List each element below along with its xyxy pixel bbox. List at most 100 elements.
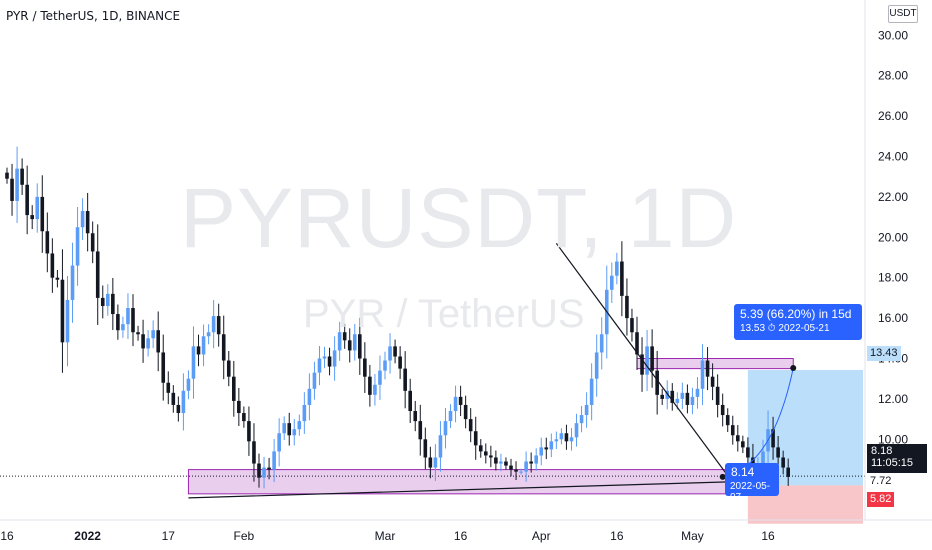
candles (5, 146, 790, 489)
candle-body (378, 370, 382, 385)
candle-body (146, 338, 150, 349)
candle-body (509, 465, 513, 470)
price-tick-label: 22.00 (878, 190, 908, 204)
currency-button[interactable]: USDT (888, 5, 918, 23)
price-tick-label: 28.00 (878, 69, 908, 83)
candle-body (630, 318, 634, 333)
candle-body (201, 336, 206, 355)
candle-body (650, 346, 654, 371)
price-tick-label: 20.00 (878, 230, 908, 244)
candle-body (136, 332, 140, 335)
candle-body (186, 378, 191, 391)
watermark-description: PYR / TetherUS (303, 292, 585, 336)
candle-body (544, 447, 549, 450)
candle-body (171, 392, 176, 405)
candle-body (80, 211, 85, 228)
candle-body (720, 404, 725, 416)
candle-body (166, 382, 171, 393)
candle-body (423, 439, 428, 458)
candle-body (292, 429, 297, 436)
candle-body (519, 471, 523, 473)
measure-target-date: 13.53 ⏱ 2022-05-21 (740, 323, 830, 334)
time-tick-label: 17 (162, 529, 176, 543)
candle-body (20, 168, 24, 185)
candle-body (403, 368, 407, 391)
price-tick-label: 18.00 (878, 271, 908, 285)
candle-body (30, 215, 34, 220)
candle-body (10, 178, 14, 201)
price-tick-label: 30.00 (878, 28, 908, 42)
candle-body (635, 332, 639, 355)
candle-body (332, 350, 337, 367)
candle-body (564, 433, 569, 442)
candle-body (327, 356, 332, 367)
candle-body (287, 423, 292, 436)
candle-body (776, 447, 780, 458)
candle-body (70, 265, 75, 300)
last-price-value: 8.18 (871, 445, 893, 457)
candle-body (277, 433, 281, 452)
measure-start-point (719, 473, 726, 480)
candle-body (161, 352, 166, 383)
candle-body (700, 360, 705, 389)
measure-change: 5.39 (66.20%) in 15d (740, 307, 852, 321)
entry-price-tag: 7.72 (867, 474, 895, 489)
candle-body (473, 431, 478, 446)
candle-body (524, 461, 528, 472)
time-tick-label: 16 (454, 529, 468, 543)
candle-body (665, 390, 670, 399)
watermark-symbol: PYRUSDT, 1D (180, 171, 738, 265)
candle-body (388, 346, 392, 361)
candle-body (247, 421, 251, 442)
rising-support-trendline (188, 481, 733, 499)
time-tick-label: 16 (610, 529, 624, 543)
candle-body (302, 404, 307, 422)
candle-body (670, 390, 675, 403)
candle-body (418, 421, 423, 440)
time-tick-label: May (681, 529, 704, 543)
candle-body (549, 441, 554, 450)
time-tick-label: Apr (532, 529, 551, 543)
candle-body (358, 334, 362, 359)
candle-body (363, 358, 367, 377)
candle-body (453, 396, 458, 412)
candle-body (625, 295, 629, 319)
candle-body (579, 415, 584, 424)
candle-body (242, 413, 246, 422)
price-tick-label: 26.00 (878, 109, 908, 123)
stop-price-tag: 5.82 (867, 492, 895, 507)
support-zone (187, 469, 749, 495)
price-tick-label: 10.00 (878, 432, 908, 446)
target-price-tag: 13.43 (867, 346, 901, 361)
candle-body (131, 308, 135, 333)
candle-body (50, 253, 55, 278)
candle-body (383, 360, 387, 371)
candle-body (463, 404, 468, 420)
candle-body (206, 332, 211, 337)
candle-body (620, 261, 624, 296)
candle-body (514, 469, 518, 472)
descending-trendline (555, 243, 729, 477)
candle-body (126, 308, 130, 325)
candle-body (40, 196, 45, 232)
last-price-tag: 8.18 11:05:15 (867, 444, 927, 473)
candle-body (398, 356, 402, 369)
price-tick-label: 24.00 (878, 150, 908, 164)
candle-body (257, 463, 261, 478)
resistance-zone (636, 358, 794, 370)
candle-body (428, 457, 433, 468)
candle-body (685, 392, 690, 405)
candle-body (65, 299, 70, 343)
candle-body (715, 386, 720, 405)
price-tick-label: 16.00 (878, 311, 908, 325)
time-tick-label: 16 (0, 529, 14, 543)
candle-body (771, 429, 775, 448)
candle-body (725, 415, 730, 426)
candle-body (116, 314, 120, 331)
candle-body (297, 421, 302, 430)
time-tick-label: Feb (234, 529, 255, 543)
candle-body (317, 358, 322, 373)
candle-body (730, 425, 735, 436)
time-tick-label: 16 (761, 529, 775, 543)
